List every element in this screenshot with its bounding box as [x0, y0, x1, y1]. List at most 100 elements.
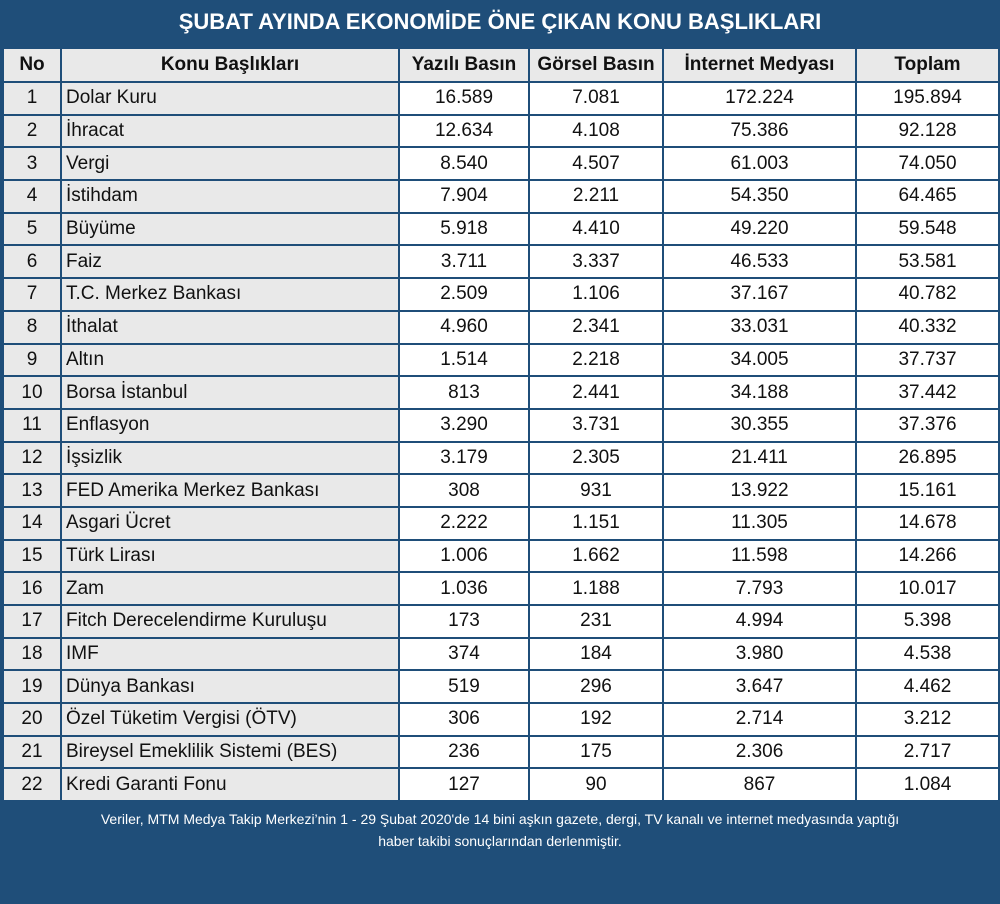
cell-internet: 13.922 [662, 473, 857, 508]
cell-internet: 37.167 [662, 277, 857, 312]
cell-no: 2 [2, 113, 62, 149]
cell-no: 12 [2, 440, 62, 476]
cell-no: 19 [2, 669, 62, 705]
cell-total: 92.128 [855, 113, 1000, 149]
cell-visual: 192 [528, 702, 664, 737]
cell-no: 3 [2, 146, 62, 182]
cell-no: 16 [2, 571, 62, 606]
cell-print: 5.918 [398, 211, 530, 247]
cell-total: 74.050 [855, 146, 1000, 182]
table-row: 12 İşsizlik 3.179 2.305 21.411 26.895 [2, 440, 1000, 476]
cell-total: 37.442 [855, 375, 1000, 410]
cell-internet: 2.306 [662, 734, 857, 770]
cell-no: 8 [2, 309, 62, 345]
source-note-line-2: haber takibi sonuçlarından derlenmiştir. [378, 833, 622, 850]
cell-visual: 2.218 [528, 342, 664, 378]
cell-total: 26.895 [855, 440, 1000, 476]
cell-total: 14.678 [855, 505, 1000, 541]
cell-visual: 1.662 [528, 538, 664, 574]
cell-no: 9 [2, 342, 62, 378]
table-row: 9 Altın 1.514 2.218 34.005 37.737 [2, 342, 1000, 378]
cell-topic: İthalat [60, 309, 400, 345]
cell-print: 306 [398, 702, 530, 737]
cell-internet: 7.793 [662, 571, 857, 606]
cell-no: 15 [2, 538, 62, 574]
cell-internet: 75.386 [662, 113, 857, 149]
cell-visual: 90 [528, 767, 664, 803]
cell-internet: 21.411 [662, 440, 857, 476]
column-header-print: Yazılı Basın [398, 47, 530, 83]
cell-internet: 3.647 [662, 669, 857, 705]
cell-internet: 4.994 [662, 604, 857, 639]
table-row: 10 Borsa İstanbul 813 2.441 34.188 37.442 [2, 375, 1000, 410]
cell-total: 2.717 [855, 734, 1000, 770]
cell-print: 1.006 [398, 538, 530, 574]
cell-topic: Dolar Kuru [60, 81, 400, 116]
cell-no: 17 [2, 604, 62, 639]
cell-visual: 175 [528, 734, 664, 770]
table-row: 11 Enflasyon 3.290 3.731 30.355 37.376 [2, 407, 1000, 443]
cell-print: 3.711 [398, 244, 530, 280]
table-row: 20 Özel Tüketim Vergisi (ÖTV) 306 192 2.714 3… [2, 702, 1000, 737]
cell-topic: Bireysel Emeklilik Sistemi (BES) [60, 734, 400, 770]
cell-visual: 3.337 [528, 244, 664, 280]
cell-internet: 11.305 [662, 505, 857, 541]
cell-print: 12.634 [398, 113, 530, 149]
table-row: 5 Büyüme 5.918 4.410 49.220 59.548 [2, 211, 1000, 247]
table-row: 19 Dünya Bankası 519 296 3.647 4.462 [2, 669, 1000, 705]
table-row: 22 Kredi Garanti Fonu 127 90 867 1.084 [2, 767, 1000, 803]
cell-topic: Borsa İstanbul [60, 375, 400, 410]
cell-visual: 7.081 [528, 81, 664, 116]
table-row: 3 Vergi 8.540 4.507 61.003 74.050 [2, 146, 1000, 182]
table-header-row: No Konu Başlıkları Yazılı Basın Görsel Bası… [2, 47, 1000, 83]
table-row: 1 Dolar Kuru 16.589 7.081 172.224 195.894 [2, 81, 1000, 116]
cell-topic: Asgari Ücret [60, 505, 400, 541]
column-header-topic: Konu Başlıkları [60, 47, 400, 83]
cell-print: 7.904 [398, 179, 530, 214]
cell-visual: 3.731 [528, 407, 664, 443]
cell-visual: 931 [528, 473, 664, 508]
cell-visual: 4.507 [528, 146, 664, 182]
topics-table: No Konu Başlıkları Yazılı Basın Görsel Bası… [2, 47, 1000, 803]
cell-topic: Vergi [60, 146, 400, 182]
cell-print: 236 [398, 734, 530, 770]
cell-topic: Faiz [60, 244, 400, 280]
cell-total: 14.266 [855, 538, 1000, 574]
source-note: Veriler, MTM Medya Takip Merkezi’nin 1 -… [0, 802, 1000, 852]
cell-visual: 296 [528, 669, 664, 705]
cell-print: 3.290 [398, 407, 530, 443]
cell-topic: Büyüme [60, 211, 400, 247]
cell-no: 11 [2, 407, 62, 443]
cell-total: 1.084 [855, 767, 1000, 803]
column-header-total: Toplam [855, 47, 1000, 83]
cell-topic: FED Amerika Merkez Bankası [60, 473, 400, 508]
cell-topic: Zam [60, 571, 400, 606]
cell-topic: IMF [60, 636, 400, 672]
cell-total: 37.376 [855, 407, 1000, 443]
cell-total: 15.161 [855, 473, 1000, 508]
cell-topic: İhracat [60, 113, 400, 149]
cell-topic: Özel Tüketim Vergisi (ÖTV) [60, 702, 400, 737]
page-title: ŞUBAT AYINDA EKONOMİDE ÖNE ÇIKAN KONU BA… [0, 0, 1000, 47]
cell-visual: 2.341 [528, 309, 664, 345]
cell-total: 195.894 [855, 81, 1000, 116]
cell-total: 40.332 [855, 309, 1000, 345]
cell-no: 22 [2, 767, 62, 803]
table-row: 17 Fitch Derecelendirme Kuruluşu 173 231 4.9… [2, 604, 1000, 639]
cell-topic: Fitch Derecelendirme Kuruluşu [60, 604, 400, 639]
cell-print: 1.036 [398, 571, 530, 606]
cell-internet: 49.220 [662, 211, 857, 247]
cell-print: 8.540 [398, 146, 530, 182]
cell-internet: 34.005 [662, 342, 857, 378]
cell-visual: 1.106 [528, 277, 664, 312]
cell-visual: 1.188 [528, 571, 664, 606]
cell-internet: 3.980 [662, 636, 857, 672]
cell-internet: 867 [662, 767, 857, 803]
cell-print: 2.509 [398, 277, 530, 312]
table-row: 21 Bireysel Emeklilik Sistemi (BES) 236 175… [2, 734, 1000, 770]
table-row: 7 T.C. Merkez Bankası 2.509 1.106 37.167 40.7… [2, 277, 1000, 312]
cell-no: 6 [2, 244, 62, 280]
table-row: 8 İthalat 4.960 2.341 33.031 40.332 [2, 309, 1000, 345]
cell-visual: 2.441 [528, 375, 664, 410]
cell-print: 2.222 [398, 505, 530, 541]
